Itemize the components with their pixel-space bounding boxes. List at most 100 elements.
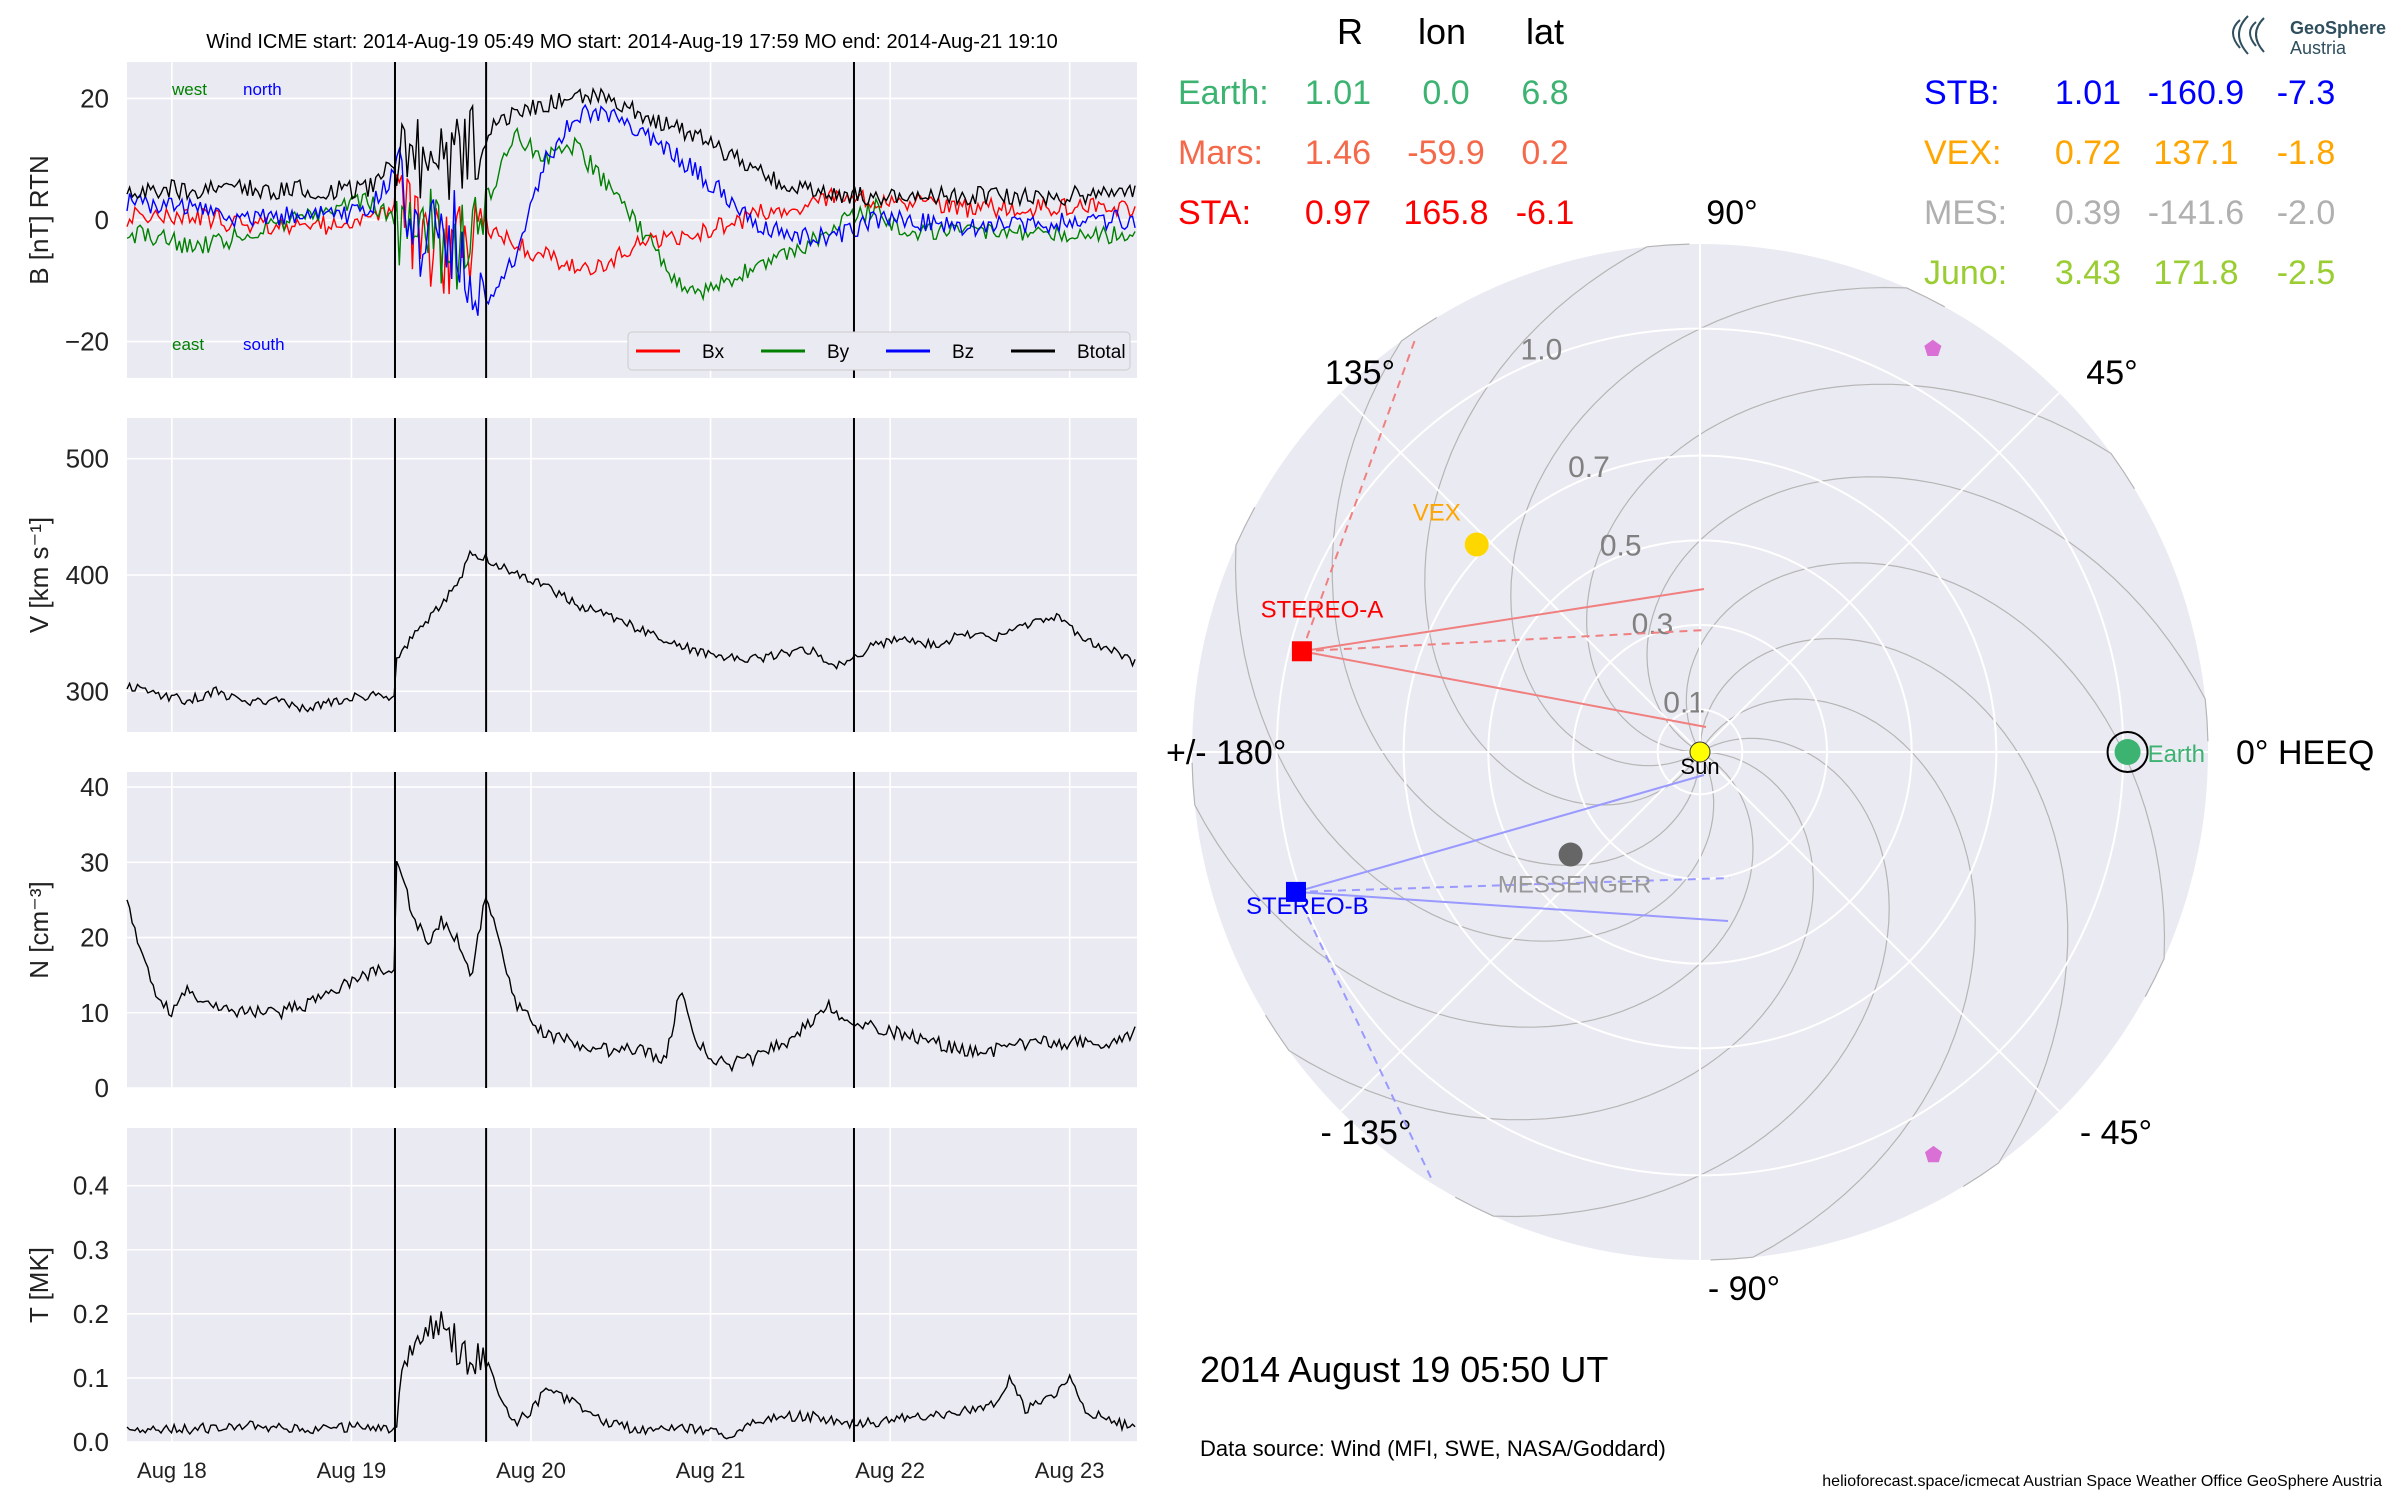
body-sun: Sun [1680, 741, 1720, 779]
stb-fov-dashed [1295, 891, 1433, 1181]
mes-row: MES: 0.39 -141.6 -2.0 [1924, 194, 2335, 232]
juno-lat: -2.5 [2277, 254, 2336, 292]
earth-ring [2106, 731, 2149, 773]
credits: helioforecast.space/icmecat Austrian Spa… [1822, 1473, 2382, 1490]
stb-fov-dashed [1295, 877, 1731, 893]
radial-label: 0.3 [1632, 608, 1674, 641]
panel-speed: 500 400 300 V [km s⁻¹] [24, 418, 1137, 732]
y-axis: 500 400 300 [66, 444, 109, 707]
y-tick-label: 0.2 [73, 1299, 109, 1329]
spiral-line [1704, 698, 1976, 1261]
sun-label: Sun [1680, 754, 1719, 779]
angle-label-deg180: +/- 180° [1166, 734, 1286, 772]
series-line-bx [126, 174, 1136, 295]
annotation-north: north [243, 80, 282, 99]
y-tick-label: 0.1 [73, 1363, 109, 1393]
annotation-south: south [243, 335, 285, 354]
earth-marker [2114, 739, 2141, 765]
body-messenger: MESSENGER [1498, 842, 1651, 899]
series-line-btotal [126, 86, 1136, 208]
sta-name: STA: [1178, 194, 1251, 232]
spiral-line [1699, 638, 2069, 1188]
col-header-lon: lon [1418, 11, 1466, 52]
stb-r: 1.01 [2055, 74, 2121, 112]
mars-lon: -59.9 [1407, 134, 1485, 172]
y-tick-label: −20 [65, 327, 109, 357]
sta-row: STA: 0.97 165.8 -6.1 [1178, 194, 1574, 232]
spiral-line [1331, 316, 1701, 866]
x-tick-label: Aug 19 [317, 1458, 387, 1483]
mars-r: 1.46 [1305, 134, 1371, 172]
panel-temperature: 0.40.30.20.10.0T [MK]Aug 18 Aug 19 Aug 20 A… [24, 1128, 1137, 1483]
data-source: Data source: Wind (MFI, SWE, NASA/Goddar… [1200, 1436, 1666, 1461]
planet-marker [1924, 339, 1942, 356]
panel-title: Wind ICME start: 2014-Aug-19 05:49 MO st… [206, 31, 1058, 53]
body-planet [1924, 339, 1942, 356]
x-tick-label: Aug 23 [1035, 1458, 1105, 1483]
plot-area [127, 772, 1137, 1088]
stereo-b-label: STEREO-B [1246, 893, 1369, 920]
messenger-marker [1558, 842, 1583, 867]
annotation-east: east [172, 335, 204, 354]
y-tick-label: 500 [66, 444, 109, 474]
y-axis: 0.4 0.3 0.2 0.1 0.0 [73, 1171, 109, 1457]
earth-lon: 0.0 [1422, 74, 1469, 112]
y-tick-label: 30 [80, 847, 109, 877]
sun-marker [1689, 741, 1711, 763]
x-tick-label: Aug 20 [496, 1458, 566, 1483]
x-tick-label: Aug 21 [676, 1458, 746, 1483]
radial-label: 0.1 [1663, 687, 1705, 720]
fov-lines [1295, 336, 1731, 1181]
series-line-density [126, 860, 1136, 1073]
stb-row: STB: 1.01 -160.9 -7.3 [1924, 74, 2335, 112]
polar-plot: 1.0 0.7 0.5 0.3 0.1 90° 45° 0° HEEQ 135° +/- 180°… [1166, 194, 2374, 1308]
x-tick-label: Aug 18 [137, 1458, 207, 1483]
body-stereo-b: STEREO-B [1246, 881, 1369, 920]
series-line-bz [126, 103, 1136, 316]
legend-label-bx: Bx [702, 342, 725, 363]
angle-label-deg0: 0° HEEQ [2236, 734, 2374, 772]
stb-name: STB: [1924, 74, 2000, 112]
mars-row: Mars: 1.46 -59.9 0.2 [1178, 134, 1569, 172]
spiral-line [1685, 562, 2166, 997]
radial-label: 0.5 [1600, 530, 1642, 563]
y-axis: 40 30 20 10 0 [80, 772, 109, 1103]
positions-table: R lon lat Earth: 1.01 0.0 6.8 Mars: 1.46… [1178, 11, 2335, 292]
body-earth: Earth [2106, 731, 2205, 773]
legend-label-btotal: Btotal [1077, 342, 1126, 363]
stb-fov-line [1295, 890, 1729, 922]
x-tick-label: Aug 22 [855, 1458, 925, 1483]
earth-label: Earth [2148, 741, 2205, 768]
y-tick-label: 300 [66, 676, 109, 706]
logo-swirl-icon [2232, 15, 2265, 55]
angle-label-degm135: - 135° [1320, 1114, 1411, 1152]
panel-magnetic-field: 20 0 −20 B [nT] RTN west north east south Bx By Bz… [24, 62, 1137, 378]
sta-fov-line [1301, 588, 1705, 653]
vex-marker [1464, 532, 1489, 557]
stereo-a-marker [1291, 641, 1312, 662]
y-tick-label: 0.0 [73, 1427, 109, 1457]
vex-r: 0.72 [2055, 134, 2121, 172]
y-tick-label: 0 [95, 205, 109, 235]
planet-marker [1925, 1145, 1943, 1163]
y-axis-label: T [MK] [24, 1247, 54, 1323]
stb-lat: -7.3 [2277, 74, 2336, 112]
juno-row: Juno: 3.43 171.8 -2.5 [1924, 254, 2335, 292]
sta-fov-dashed [1301, 629, 1707, 653]
sta-fov-line [1301, 650, 1707, 728]
y-axis: 20 0 −20 [65, 83, 109, 356]
y-tick-label: 20 [80, 923, 109, 953]
vex-lat: -1.8 [2277, 134, 2336, 172]
y-tick-label: 20 [80, 83, 109, 113]
mes-lon: -141.6 [2148, 194, 2244, 232]
spiral-line [1646, 476, 2209, 748]
juno-r: 3.43 [2055, 254, 2121, 292]
spiral-line [1191, 756, 1754, 1028]
stb-fov-line [1295, 774, 1705, 893]
series-line-temperature [126, 1311, 1136, 1440]
stereo-b-marker [1285, 881, 1306, 902]
geosphere-logo: GeoSphere Austria [2232, 15, 2386, 58]
spiral-line [1510, 286, 1945, 767]
body-planet [1925, 1145, 1943, 1163]
